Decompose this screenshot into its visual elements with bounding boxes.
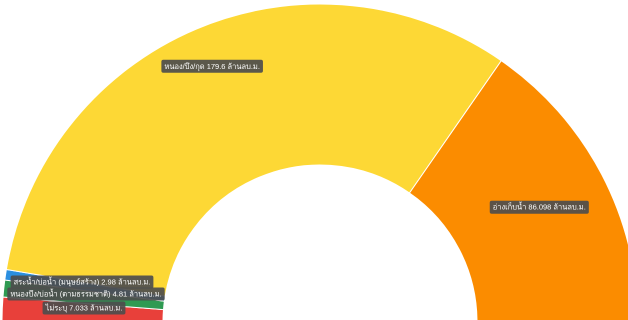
- slice-label-text: อ่างเก็บน้ำ 86.098 ล้านลบ.ม.: [493, 202, 586, 212]
- slices-group: [1, 3, 628, 320]
- slice-label-text: หนองบึง/บ่อน้ำ (ตามธรรมชาติ) 4.81 ล้านลบ…: [10, 289, 161, 299]
- slice-label-text: หนอง/บึง/กุด 179.6 ล้านลบ.ม.: [164, 62, 260, 71]
- slice-label-text: สระน้ำ/บ่อน้ำ (มนุษย์สร้าง) 2.98 ล้านลบ.…: [14, 277, 151, 287]
- slice-data-label: ไม่ระบุ 7.033 ล้านลบ.ม.: [42, 301, 126, 315]
- labels-group: หนอง/บึง/กุด 179.6 ล้านลบ.ม. อ่างเก็บน้ำ …: [7, 59, 589, 315]
- pie-slice[interactable]: [5, 3, 502, 297]
- slice-label-text: ไม่ระบุ 7.033 ล้านลบ.ม.: [45, 304, 123, 313]
- pie-slice[interactable]: [408, 60, 628, 320]
- slice-data-label: สระน้ำ/บ่อน้ำ (มนุษย์สร้าง) 2.98 ล้านลบ.…: [10, 275, 154, 289]
- slice-data-label: หนอง/บึง/กุด 179.6 ล้านลบ.ม.: [161, 59, 263, 73]
- slice-data-label: อ่างเก็บน้ำ 86.098 ล้านลบ.ม.: [489, 200, 589, 214]
- slice-data-label: หนองบึง/บ่อน้ำ (ตามธรรมชาติ) 4.81 ล้านลบ…: [7, 287, 165, 301]
